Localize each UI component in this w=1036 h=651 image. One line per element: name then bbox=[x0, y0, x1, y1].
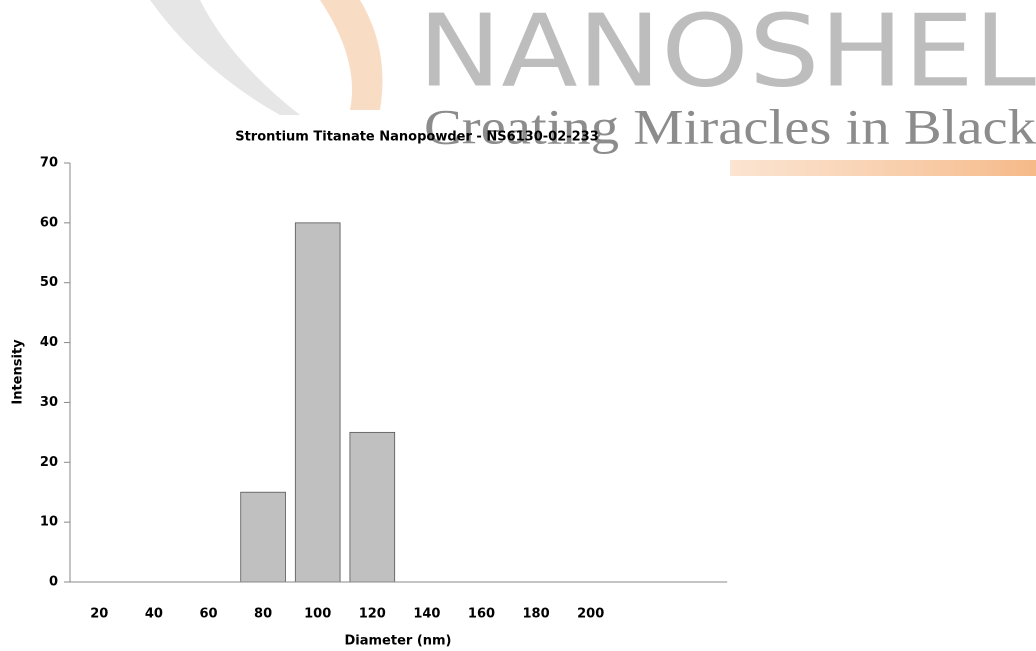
y-tick-label: 10 bbox=[40, 515, 58, 530]
y-tick-label: 50 bbox=[40, 275, 58, 290]
bar bbox=[294, 222, 341, 583]
logo-swoosh bbox=[320, 0, 383, 110]
chart-title: Strontium Titanate Nanopowder - NS6130-0… bbox=[235, 130, 599, 145]
y-tick-label: 70 bbox=[40, 156, 58, 171]
y-axis-label: Intensity bbox=[11, 339, 26, 405]
y-tick-label: 20 bbox=[40, 455, 58, 470]
x-tick-label: 100 bbox=[304, 607, 331, 622]
y-tick-label: 40 bbox=[40, 335, 58, 350]
x-tick-label: 180 bbox=[523, 607, 550, 622]
y-tick-label: 60 bbox=[40, 215, 58, 230]
x-tick-label: 80 bbox=[254, 607, 272, 622]
logo-bar bbox=[730, 160, 1036, 176]
x-tick-label: 120 bbox=[359, 607, 386, 622]
x-tick-label: 60 bbox=[199, 607, 217, 622]
x-tick-label: 40 bbox=[145, 607, 163, 622]
bar bbox=[349, 431, 396, 583]
logo-tagline: Creating Miracles in Black bbox=[424, 98, 1036, 154]
x-axis-label: Diameter (nm) bbox=[344, 634, 451, 649]
x-tick-label: 140 bbox=[413, 607, 440, 622]
logo-swoosh bbox=[150, 0, 300, 115]
y-tick-label: 30 bbox=[40, 395, 58, 410]
x-tick-label: 20 bbox=[90, 607, 108, 622]
x-tick-label: 160 bbox=[468, 607, 495, 622]
x-tick-label: 200 bbox=[577, 607, 604, 622]
y-tick-label: 0 bbox=[49, 575, 58, 590]
bar bbox=[240, 491, 286, 583]
logo-name: NANOSHEL bbox=[418, 0, 1036, 109]
